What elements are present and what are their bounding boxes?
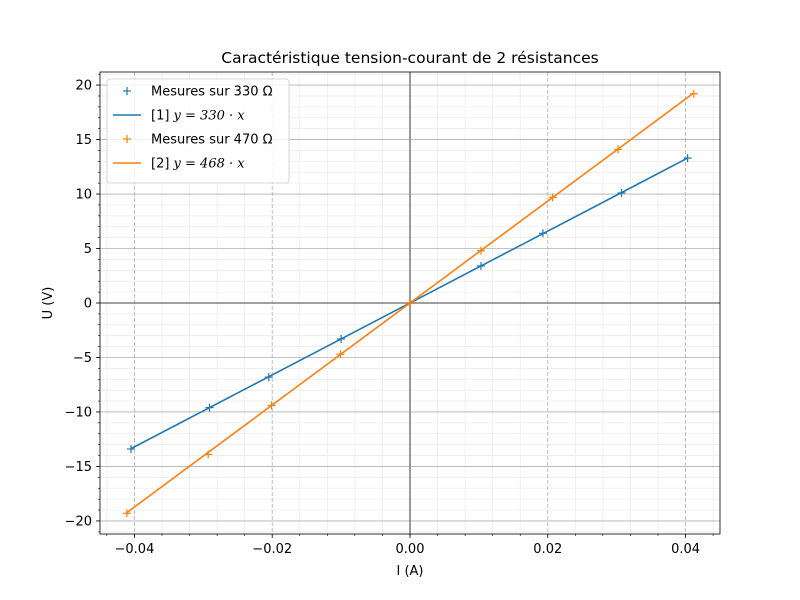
data-point-series-3: [336, 350, 345, 359]
legend-label: Mesures sur 330 Ω: [151, 85, 273, 100]
legend-item-4: [2] y = 468 · x: [113, 157, 245, 172]
data-point-series-3: [476, 246, 485, 255]
x-tick-label: 0.00: [396, 542, 425, 557]
legend-box: [106, 78, 290, 184]
legend-item-3: Mesures sur 470 Ω: [123, 133, 273, 148]
legend-label-equation: y = 468 · x: [173, 157, 246, 172]
data-point-series-1: [264, 373, 273, 382]
tick-marks: [96, 73, 714, 538]
legend-label: Mesures sur 470 Ω: [151, 133, 273, 148]
y-tick-label: −10: [65, 405, 92, 420]
legend-label-prefix: [1]: [151, 109, 174, 124]
x-tick-label: −0.02: [252, 542, 292, 557]
y-tick-label: −5: [73, 351, 92, 366]
data-point-series-3: [267, 401, 276, 410]
y-tick-label: 5: [84, 242, 92, 257]
x-axis-label: I (A): [396, 564, 423, 579]
series-layer: [122, 89, 698, 518]
legend: Mesures sur 330 Ω [1] y = 330 · x Mesures …: [106, 78, 290, 184]
legend-label-equation: y = 330 · x: [173, 109, 246, 124]
legend-label: [1] y = 330 · x: [151, 109, 245, 124]
y-axis-label: U (V): [41, 287, 56, 320]
x-tick-label: 0.04: [671, 542, 700, 557]
chart-title: Caractéristique tension-courant de 2 rés…: [221, 49, 599, 67]
data-point-series-3: [204, 450, 213, 459]
y-tick-label: 0: [84, 297, 92, 312]
data-point-series-1: [683, 154, 692, 163]
data-point-series-1: [476, 261, 485, 270]
data-point-series-1: [617, 188, 626, 197]
data-point-series-1: [538, 229, 547, 238]
legend-item-1: Mesures sur 330 Ω: [123, 85, 273, 100]
data-point-series-3: [614, 145, 623, 154]
y-tick-label: −15: [65, 460, 92, 475]
tick-labels: −0.04 −0.02 0.00 0.02 0.04 −20 −15 −10 −5 0 5 10 15 2…: [65, 79, 700, 557]
data-point-series-3: [689, 89, 698, 98]
x-tick-label: 0.02: [533, 542, 562, 557]
y-tick-label: 10: [75, 188, 92, 203]
data-point-series-3: [406, 299, 414, 307]
legend-label-prefix: [2]: [151, 157, 174, 172]
y-tick-label: 15: [75, 133, 92, 148]
x-tick-label: −0.04: [115, 542, 155, 557]
data-point-series-3: [548, 193, 557, 202]
y-tick-label: −20: [65, 514, 92, 529]
data-point-series-1: [337, 334, 346, 343]
y-tick-label: 20: [75, 79, 92, 94]
data-point-series-1: [205, 403, 214, 412]
data-point-series-1: [127, 445, 135, 454]
data-point-series-3: [122, 509, 131, 518]
legend-item-2: [1] y = 330 · x: [113, 109, 245, 124]
legend-label: [2] y = 468 · x: [151, 157, 245, 172]
